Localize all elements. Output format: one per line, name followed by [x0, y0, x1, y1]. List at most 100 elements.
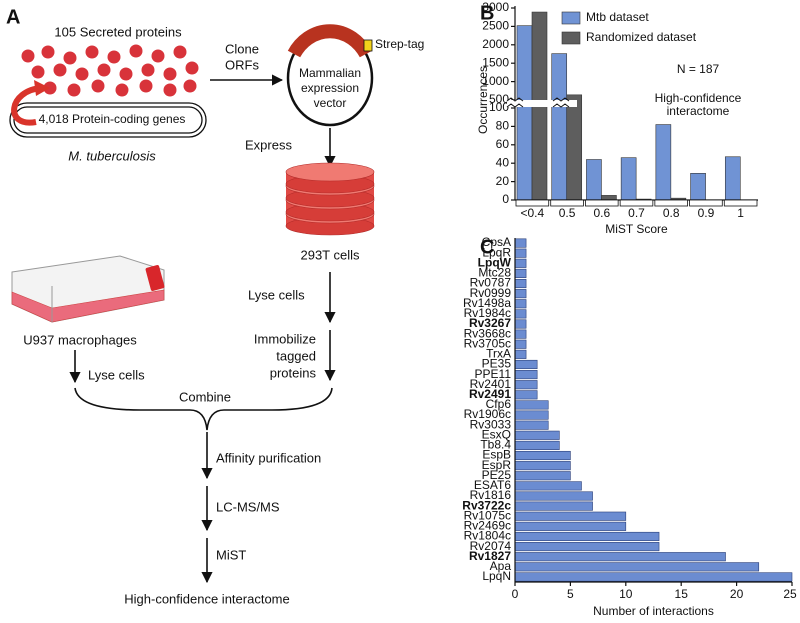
combine-label: Combine	[179, 389, 231, 404]
x-tick-label: 0.9	[698, 206, 715, 220]
bar	[514, 248, 527, 258]
category-label: EsxQ	[482, 427, 511, 441]
panel-label: A	[6, 6, 20, 28]
vector-label: expression	[301, 81, 359, 95]
x-tick-label: 1	[737, 206, 744, 220]
panel-a: A 105 Secreted proteins 4,018 Protein-co…	[6, 6, 424, 606]
protein-dot	[107, 50, 121, 64]
category-label: LpqW	[478, 255, 512, 269]
bar	[516, 25, 533, 201]
protein-dot	[183, 79, 197, 93]
bar	[514, 461, 571, 471]
clone-label: Clone	[225, 41, 259, 56]
category-label: Rv3267	[469, 316, 511, 330]
step-label: MiST	[216, 547, 246, 562]
protein-dot	[151, 49, 165, 63]
protein-dot	[139, 79, 153, 93]
annotation: N = 187	[677, 62, 720, 76]
bar	[586, 159, 602, 201]
x-tick-label: 15	[675, 587, 689, 601]
protein-dot	[91, 79, 105, 93]
category-label: Mtc28	[478, 266, 511, 280]
x-tick-label: <0.4	[521, 206, 545, 220]
bar	[514, 481, 582, 491]
protein-dot	[129, 44, 143, 58]
protein-dot	[141, 63, 155, 77]
x-bin	[619, 199, 654, 207]
y-tick-label: 20	[496, 174, 510, 188]
x-tick-label: 0.8	[663, 206, 680, 220]
category-label: Rv1498a	[463, 296, 511, 310]
category-label: Rv1075c	[464, 508, 511, 522]
bar	[514, 289, 527, 299]
genome-label: 4,018 Protein-coding genes	[39, 112, 186, 126]
x-bin	[585, 199, 619, 207]
category-label: EspB	[482, 448, 511, 462]
y-tick-label: 2500	[482, 19, 509, 33]
bar	[514, 329, 527, 339]
cell-stack	[285, 162, 375, 236]
protein-dot	[119, 67, 133, 81]
protein-dot	[41, 45, 55, 59]
category-label: Rv2074	[470, 539, 512, 553]
y-tick-label: 80	[496, 119, 510, 133]
y-tick-label: 2000	[482, 37, 509, 51]
category-label: Rv3705c	[464, 336, 511, 350]
x-bin	[550, 199, 584, 207]
category-label: Cfp6	[486, 397, 512, 411]
vector-insert	[287, 24, 373, 58]
protein-dot	[21, 49, 35, 63]
x-bin	[689, 199, 723, 207]
bar	[514, 471, 571, 481]
bar	[514, 278, 527, 289]
secretion-arrow	[11, 85, 43, 126]
x-tick-label: 0	[512, 587, 519, 601]
bar	[514, 511, 627, 521]
category-label: Rv1906c	[464, 407, 511, 421]
x-tick-label: 0.5	[559, 206, 576, 220]
category-label: Tb8.4	[480, 438, 511, 452]
protein-dot	[31, 65, 45, 79]
x-axis-title: MiST Score	[605, 222, 668, 236]
y-axis-title: Occurrences	[476, 66, 490, 134]
category-label: Rv1984c	[464, 306, 511, 320]
category-label: Rv2469c	[464, 519, 511, 533]
y-tick-label: 1500	[482, 55, 509, 69]
y-tick-label: 1000	[482, 74, 509, 88]
category-label: TrxA	[486, 347, 511, 361]
category-label: Rv1816	[470, 488, 512, 502]
legend-swatch	[561, 11, 581, 25]
axis-break-mark	[506, 97, 570, 108]
bar	[551, 53, 568, 201]
protein-dot	[185, 61, 199, 75]
category-label: ESAT6	[474, 478, 511, 492]
bar	[724, 156, 741, 201]
bar	[514, 440, 560, 450]
category-label: PE25	[482, 468, 512, 482]
bar	[514, 521, 627, 531]
y-tick-label: 60	[496, 137, 510, 151]
bar	[514, 380, 538, 390]
protein-dots	[21, 44, 199, 97]
protein-dot	[75, 67, 89, 81]
y-tick-label: 0	[502, 192, 509, 206]
category-label: PE35	[482, 357, 512, 371]
x-tick-label: 25	[783, 587, 797, 601]
category-label: Rv3033	[470, 417, 512, 431]
bar	[514, 562, 760, 572]
genome-oval	[9, 102, 207, 138]
bar	[514, 370, 538, 380]
bar	[514, 572, 793, 582]
lyse-label: Lyse cells	[88, 367, 145, 382]
cell-layer	[285, 162, 375, 182]
bar	[514, 552, 726, 562]
bar	[514, 339, 527, 349]
category-label: Apa	[490, 559, 512, 573]
macrophage-label: U937 macrophages	[23, 332, 137, 347]
protein-dot	[163, 67, 177, 81]
x-tick-label: 10	[619, 587, 633, 601]
organism-label: M. tuberculosis	[68, 148, 156, 163]
immobilize-label: Immobilize	[254, 331, 316, 346]
category-label: Rv1804c	[464, 529, 511, 543]
